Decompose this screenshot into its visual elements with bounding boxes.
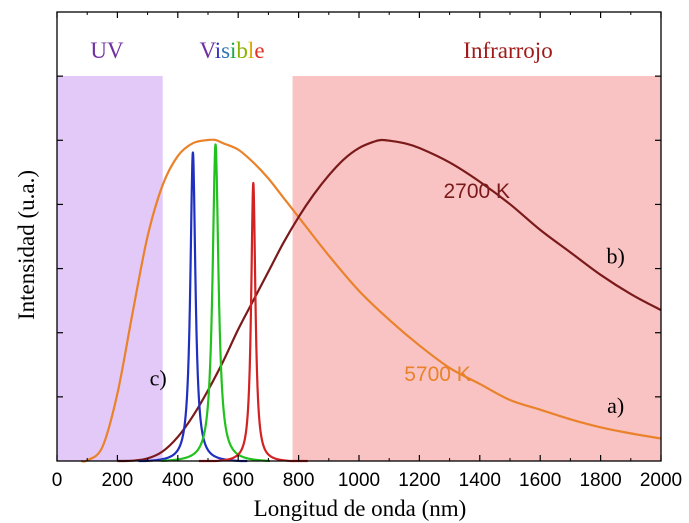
x-tick-label: 0 <box>52 470 63 491</box>
region-infrarrojo <box>292 76 661 461</box>
visible-letter: i <box>215 38 221 63</box>
annotation-2700k: 2700 K <box>443 180 510 203</box>
series-line-led-verde <box>160 143 271 463</box>
x-tick-label: 1200 <box>398 470 440 491</box>
annotation-a: a) <box>607 393 624 418</box>
y-axis-label: Intensidad (u.a.) <box>14 170 39 320</box>
visible-letter: s <box>221 38 230 63</box>
series-line-2700-k <box>117 138 662 463</box>
x-tick-label: 1800 <box>579 470 621 491</box>
annotation-5700k: 5700 K <box>404 363 471 386</box>
visible-letter: b <box>236 38 248 63</box>
x-tick-label: 600 <box>222 470 254 491</box>
x-tick-label: 1400 <box>459 470 501 491</box>
annotation-c: c) <box>150 366 167 391</box>
x-tick-label: 2000 <box>640 470 682 491</box>
visible-letter: i <box>230 38 236 63</box>
x-axis-label: Longitud de onda (nm) <box>254 496 467 521</box>
region-uv <box>57 76 163 461</box>
x-tick-label: 800 <box>283 470 315 491</box>
annotation-b: b) <box>607 244 625 269</box>
x-tick-label: 400 <box>162 470 194 491</box>
series-line-5700-k <box>81 138 662 463</box>
x-tick-label: 1600 <box>519 470 561 491</box>
visible-letter: e <box>254 38 264 63</box>
visible-letter: V <box>199 38 216 63</box>
x-tick-label: 1000 <box>338 470 380 491</box>
visible-letter: l <box>248 38 254 63</box>
region-label-infrarrojo: Infrarrojo <box>463 38 552 63</box>
x-tick-label: 200 <box>102 470 134 491</box>
region-label-visible: Visible <box>199 38 264 63</box>
series-line-led-rojo <box>198 181 309 463</box>
region-label-uv: UV <box>90 38 124 63</box>
